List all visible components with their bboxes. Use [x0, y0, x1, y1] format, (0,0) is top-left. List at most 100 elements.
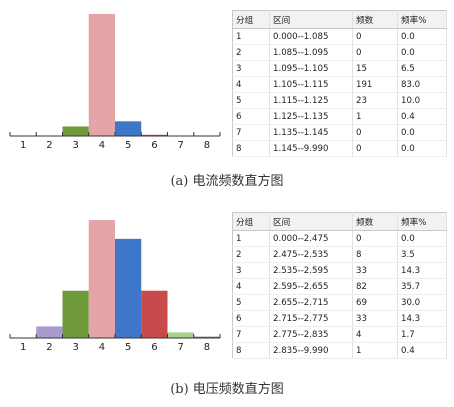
- cell-frequency: 33: [352, 262, 398, 279]
- cell-rate: 0.0: [397, 140, 447, 157]
- cell-interval: 2.475--2.535: [269, 246, 353, 263]
- header-frequency: 频数: [352, 10, 398, 29]
- x-tick-label: 4: [99, 140, 105, 151]
- cell-rate: 14.3: [397, 262, 447, 279]
- x-tick-label: 6: [151, 140, 157, 151]
- cell-rate: 83.0: [397, 76, 447, 93]
- cell-group: 7: [232, 124, 270, 141]
- bar-group-4: [88, 14, 115, 136]
- cell-frequency: 0: [352, 140, 398, 157]
- x-tick-label: 2: [46, 342, 52, 353]
- cell-frequency: 0: [352, 230, 398, 247]
- cell-interval: 0.000--2.475: [269, 230, 353, 247]
- bar-group-6: [141, 134, 168, 136]
- cell-group: 3: [232, 262, 270, 279]
- header-group: 分组: [232, 10, 270, 29]
- x-tick-label: 2: [46, 140, 52, 151]
- table-row: 5 1.115--1.125 23 10.0: [232, 92, 447, 109]
- x-tick-label: 5: [125, 140, 131, 151]
- cell-group: 8: [232, 342, 270, 359]
- cell-group: 1: [232, 230, 270, 247]
- bar-group-2: [36, 326, 63, 338]
- cell-frequency: 0: [352, 44, 398, 61]
- cell-group: 8: [232, 140, 270, 157]
- cell-frequency: 15: [352, 60, 398, 77]
- cell-group: 5: [232, 92, 270, 109]
- cell-group: 5: [232, 294, 270, 311]
- table-row: 4 1.105--1.115 191 83.0: [232, 76, 447, 93]
- cell-frequency: 1: [352, 108, 398, 125]
- table-header-row: 分组 区间 频数 频率%: [232, 212, 447, 231]
- bar-group-8: [193, 336, 220, 338]
- voltage-histogram-chart: 1 2 3 4 5 6 7 8: [9, 220, 221, 353]
- cell-frequency: 8: [352, 246, 398, 263]
- x-tick-label: 7: [177, 342, 183, 353]
- current-frequency-table: 分组 区间 频数 频率% 1 0.000--1.085 0 0.0 2 1.085--1.…: [232, 10, 447, 157]
- cell-rate: 1.7: [397, 326, 447, 343]
- cell-frequency: 23: [352, 92, 398, 109]
- bar-group-4: [88, 220, 115, 338]
- cell-rate: 30.0: [397, 294, 447, 311]
- cell-frequency: 1: [352, 342, 398, 359]
- cell-interval: 1.125--1.135: [269, 108, 353, 125]
- table-row: 3 2.535--2.595 33 14.3: [232, 262, 447, 279]
- table-row: 1 0.000--1.085 0 0.0: [232, 28, 447, 45]
- x-tick-label: 1: [20, 342, 26, 353]
- table-row: 6 2.715--2.775 33 14.3: [232, 310, 447, 327]
- cell-rate: 0.0: [397, 230, 447, 247]
- header-frequency: 频数: [352, 212, 398, 231]
- cell-frequency: 0: [352, 28, 398, 45]
- cell-interval: 1.145--9.990: [269, 140, 353, 157]
- voltage-histogram-caption: (b) 电压频数直方图: [170, 382, 284, 397]
- cell-group: 3: [232, 60, 270, 77]
- cell-rate: 0.0: [397, 124, 447, 141]
- cell-rate: 0.0: [397, 28, 447, 45]
- bar-group-3: [62, 126, 89, 136]
- cell-interval: 1.105--1.115: [269, 76, 353, 93]
- x-tick-label: 8: [204, 342, 210, 353]
- x-tick-label: 8: [204, 140, 210, 151]
- table-row: 2 1.085--1.095 0 0.0: [232, 44, 447, 61]
- table-row: 5 2.655--2.715 69 30.0: [232, 294, 447, 311]
- cell-interval: 2.655--2.715: [269, 294, 353, 311]
- current-histogram-chart: 1 2 3 4 5 6 7 8: [9, 14, 221, 151]
- table-row: 7 2.775--2.835 4 1.7: [232, 326, 447, 343]
- table-row: 7 1.135--1.145 0 0.0: [232, 124, 447, 141]
- x-tick-label: 4: [99, 342, 105, 353]
- cell-rate: 0.4: [397, 342, 447, 359]
- cell-group: 4: [232, 76, 270, 93]
- cell-frequency: 4: [352, 326, 398, 343]
- x-tick-label: 3: [72, 342, 78, 353]
- bar-group-7: [167, 332, 194, 338]
- table-row: 4 2.595--2.655 82 35.7: [232, 278, 447, 295]
- table-row: 3 1.095--1.105 15 6.5: [232, 60, 447, 77]
- table-row: 8 2.835--9.990 1 0.4: [232, 342, 447, 359]
- cell-group: 4: [232, 278, 270, 295]
- cell-interval: 2.835--9.990: [269, 342, 353, 359]
- cell-rate: 14.3: [397, 310, 447, 327]
- cell-frequency: 82: [352, 278, 398, 295]
- cell-interval: 2.715--2.775: [269, 310, 353, 327]
- bar-group-6: [141, 290, 168, 338]
- header-rate: 频率%: [397, 10, 447, 29]
- cell-rate: 3.5: [397, 246, 447, 263]
- table-row: 2 2.475--2.535 8 3.5: [232, 246, 447, 263]
- cell-rate: 35.7: [397, 278, 447, 295]
- voltage-frequency-table: 分组 区间 频数 频率% 1 0.000--2.475 0 0.0 2 2.475--2.…: [232, 212, 447, 359]
- cell-interval: 1.095--1.105: [269, 60, 353, 77]
- x-tick-label: 7: [177, 140, 183, 151]
- cell-group: 2: [232, 246, 270, 263]
- cell-group: 2: [232, 44, 270, 61]
- table-row: 8 1.145--9.990 0 0.0: [232, 140, 447, 157]
- bar-group-5: [115, 238, 142, 338]
- header-interval: 区间: [269, 212, 353, 231]
- x-tick-label: 1: [20, 140, 26, 151]
- x-tick-label: 3: [72, 140, 78, 151]
- current-histogram-caption: (a) 电流频数直方图: [170, 174, 284, 189]
- cell-frequency: 69: [352, 294, 398, 311]
- cell-interval: 2.595--2.655: [269, 278, 353, 295]
- cell-frequency: 191: [352, 76, 398, 93]
- table-header-row: 分组 区间 频数 频率%: [232, 10, 447, 29]
